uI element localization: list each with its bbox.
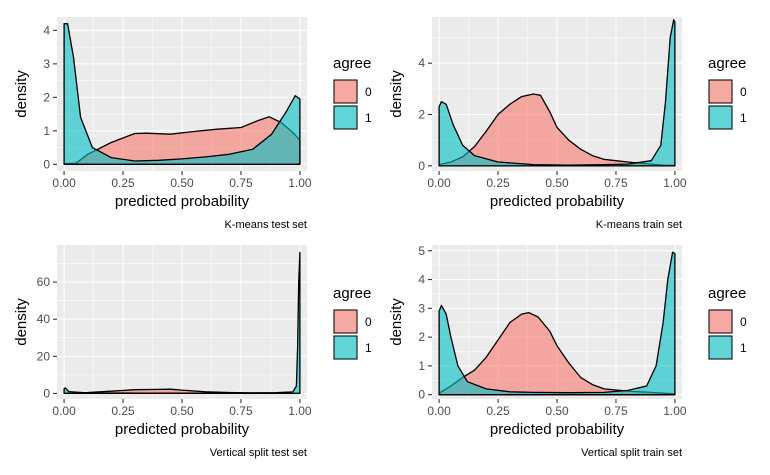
legend-label: 0 <box>365 85 372 99</box>
x-tick-label: 0.75 <box>604 404 628 418</box>
y-tick-label: 1 <box>418 359 425 373</box>
legend-swatch-agree-0 <box>708 79 733 104</box>
x-tick-label: 0.00 <box>427 176 451 190</box>
legend: agree 0 1 <box>708 285 747 360</box>
legend-swatch-agree-0 <box>333 309 358 334</box>
y-axis-title: density <box>13 70 30 118</box>
y-tick-label: 4 <box>418 273 425 287</box>
density-areas <box>438 18 676 167</box>
y-tick-label: 2 <box>418 108 425 122</box>
y-tick-label: 60 <box>37 275 51 289</box>
legend-title: agree <box>708 285 746 302</box>
x-tick-label: 0.25 <box>486 404 510 418</box>
x-tick-label: 0.25 <box>486 176 510 190</box>
legend-label: 1 <box>740 111 747 125</box>
y-axis-title: density <box>13 298 30 346</box>
x-tick-label: 0.50 <box>170 404 194 418</box>
y-tick-label: 0 <box>418 388 425 402</box>
panel-3: 0.00 0.25 0.50 0.75 1.00 0 20 40 60 predicted pro… <box>13 245 372 459</box>
panel-1: 0.00 0.25 0.50 0.75 1.00 0 1 2 3 4 predicted proba… <box>13 17 372 231</box>
y-tick-label: 5 <box>418 244 425 258</box>
y-tick-label: 0 <box>43 157 50 171</box>
x-tick-label: 1.00 <box>288 404 312 418</box>
x-tick-label: 1.00 <box>663 176 687 190</box>
x-tick-label: 0.50 <box>545 404 569 418</box>
legend-label: 1 <box>740 341 747 355</box>
x-axis-title: predicted probability <box>115 421 250 438</box>
x-axis-title: predicted probability <box>490 421 625 438</box>
y-axis-title: density <box>388 70 405 118</box>
x-tick-label: 0.00 <box>427 404 451 418</box>
legend: agree 0 1 <box>333 55 372 130</box>
x-tick-label: 0.25 <box>111 176 135 190</box>
x-tick-label: 0.75 <box>604 176 628 190</box>
density-area-agree-1 <box>438 18 676 167</box>
legend-label: 0 <box>740 315 747 329</box>
legend-label: 1 <box>365 341 372 355</box>
y-tick-label: 0 <box>43 386 50 400</box>
density-area-agree-1 <box>63 251 301 395</box>
x-tick-label: 0.00 <box>52 176 76 190</box>
panel-caption: Vertical split test set <box>210 447 307 459</box>
y-tick-label: 1 <box>43 124 50 138</box>
legend: agree 0 1 <box>333 285 372 360</box>
y-tick-label: 40 <box>37 312 51 326</box>
y-tick-label: 3 <box>43 57 50 71</box>
x-tick-label: 0.50 <box>170 176 194 190</box>
legend-label: 0 <box>740 85 747 99</box>
density-area-agree-1 <box>63 23 301 165</box>
x-tick-label: 0.75 <box>229 176 253 190</box>
x-tick-label: 0.25 <box>111 404 135 418</box>
legend-swatch-agree-1 <box>333 335 358 360</box>
legend-label: 0 <box>365 315 372 329</box>
x-axis-title: predicted probability <box>490 193 625 210</box>
x-tick-label: 1.00 <box>288 176 312 190</box>
legend-swatch-agree-1 <box>333 105 358 130</box>
legend-title: agree <box>333 55 371 72</box>
density-area-agree-1 <box>438 251 676 396</box>
legend-swatch-agree-0 <box>708 309 733 334</box>
x-tick-label: 0.00 <box>52 404 76 418</box>
x-axis-title: predicted probability <box>115 193 250 210</box>
legend-label: 1 <box>365 111 372 125</box>
legend-swatch-agree-1 <box>708 335 733 360</box>
x-tick-label: 0.75 <box>229 404 253 418</box>
y-tick-label: 0 <box>418 159 425 173</box>
panel-2: 0.00 0.25 0.50 0.75 1.00 0 2 4 predicted probabi… <box>388 17 747 231</box>
y-tick-label: 2 <box>418 330 425 344</box>
x-tick-label: 1.00 <box>663 404 687 418</box>
panel-caption: Vertical split train set <box>581 447 682 459</box>
legend-title: agree <box>333 285 371 302</box>
legend-swatch-agree-1 <box>708 105 733 130</box>
panel-caption: K-means train set <box>596 219 682 231</box>
density-areas <box>63 23 301 165</box>
y-tick-label: 20 <box>37 349 51 363</box>
density-areas <box>438 251 676 396</box>
x-tick-label: 0.50 <box>545 176 569 190</box>
legend-swatch-agree-0 <box>333 79 358 104</box>
y-tick-label: 4 <box>43 23 50 37</box>
density-areas <box>63 251 301 395</box>
panel-caption: K-means test set <box>224 219 307 231</box>
panel-4: 0.00 0.25 0.50 0.75 1.00 0 1 2 3 4 5 predicted prob… <box>388 244 747 459</box>
legend-title: agree <box>708 55 746 72</box>
y-tick-label: 3 <box>418 301 425 315</box>
y-tick-label: 4 <box>418 56 425 70</box>
y-tick-label: 2 <box>43 90 50 104</box>
legend: agree 0 1 <box>708 55 747 130</box>
y-axis-title: density <box>388 298 405 346</box>
